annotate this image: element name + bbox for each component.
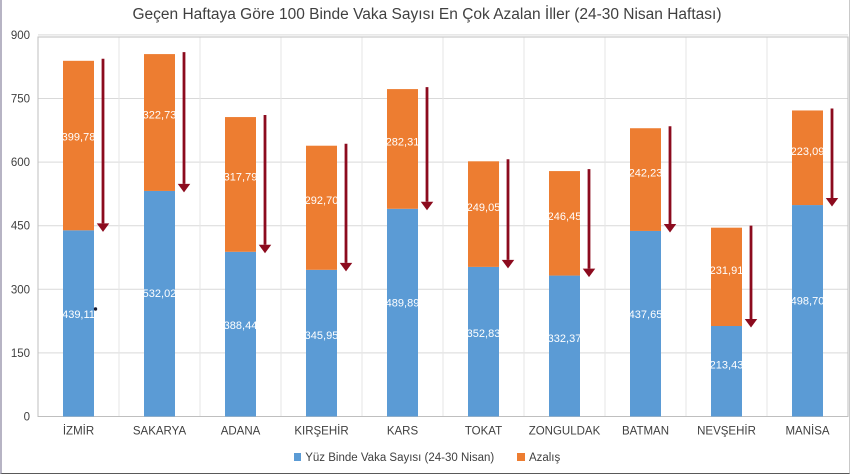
svg-text:MANİSA: MANİSA — [785, 425, 829, 438]
svg-text:213,43: 213,43 — [710, 360, 744, 372]
svg-text:437,65: 437,65 — [629, 309, 663, 321]
svg-text:600: 600 — [11, 157, 30, 169]
svg-text:231,91: 231,91 — [710, 265, 744, 277]
svg-text:532,02: 532,02 — [143, 288, 177, 300]
svg-text:İZMİR: İZMİR — [63, 425, 94, 438]
svg-text:332,37: 332,37 — [548, 333, 582, 345]
svg-text:ADANA: ADANA — [221, 426, 261, 438]
svg-text:292,70: 292,70 — [305, 195, 339, 207]
svg-text:NEVŞEHİR: NEVŞEHİR — [697, 425, 756, 438]
svg-text:249,05: 249,05 — [467, 202, 501, 214]
svg-text:KARS: KARS — [387, 426, 419, 438]
svg-text:450: 450 — [11, 221, 30, 233]
svg-text:345,95: 345,95 — [305, 330, 339, 342]
svg-text:900: 900 — [11, 30, 30, 42]
svg-text:223,09: 223,09 — [791, 146, 825, 158]
svg-text:439,11: 439,11 — [62, 309, 95, 321]
svg-text:399,78: 399,78 — [62, 131, 96, 143]
svg-text:388,44: 388,44 — [224, 320, 258, 332]
svg-text:352,83: 352,83 — [467, 328, 501, 340]
svg-text:750: 750 — [11, 94, 30, 106]
svg-text:TOKAT: TOKAT — [465, 426, 502, 438]
svg-text:246,45: 246,45 — [548, 211, 582, 223]
svg-text:150: 150 — [11, 348, 30, 360]
svg-text:0: 0 — [24, 412, 30, 424]
svg-text:ZONGULDAK: ZONGULDAK — [529, 426, 601, 438]
svg-text:498,70: 498,70 — [791, 295, 825, 307]
svg-text:489,89: 489,89 — [386, 297, 420, 309]
svg-text:BATMAN: BATMAN — [622, 426, 669, 438]
svg-text:322,73: 322,73 — [143, 109, 177, 121]
svg-text:317,79: 317,79 — [224, 171, 258, 183]
svg-text:300: 300 — [11, 284, 30, 296]
svg-text:SAKARYA: SAKARYA — [133, 426, 187, 438]
svg-text:KIRŞEHİR: KIRŞEHİR — [294, 425, 348, 438]
svg-text:282,31: 282,31 — [386, 136, 420, 148]
svg-text:242,23: 242,23 — [629, 168, 663, 180]
